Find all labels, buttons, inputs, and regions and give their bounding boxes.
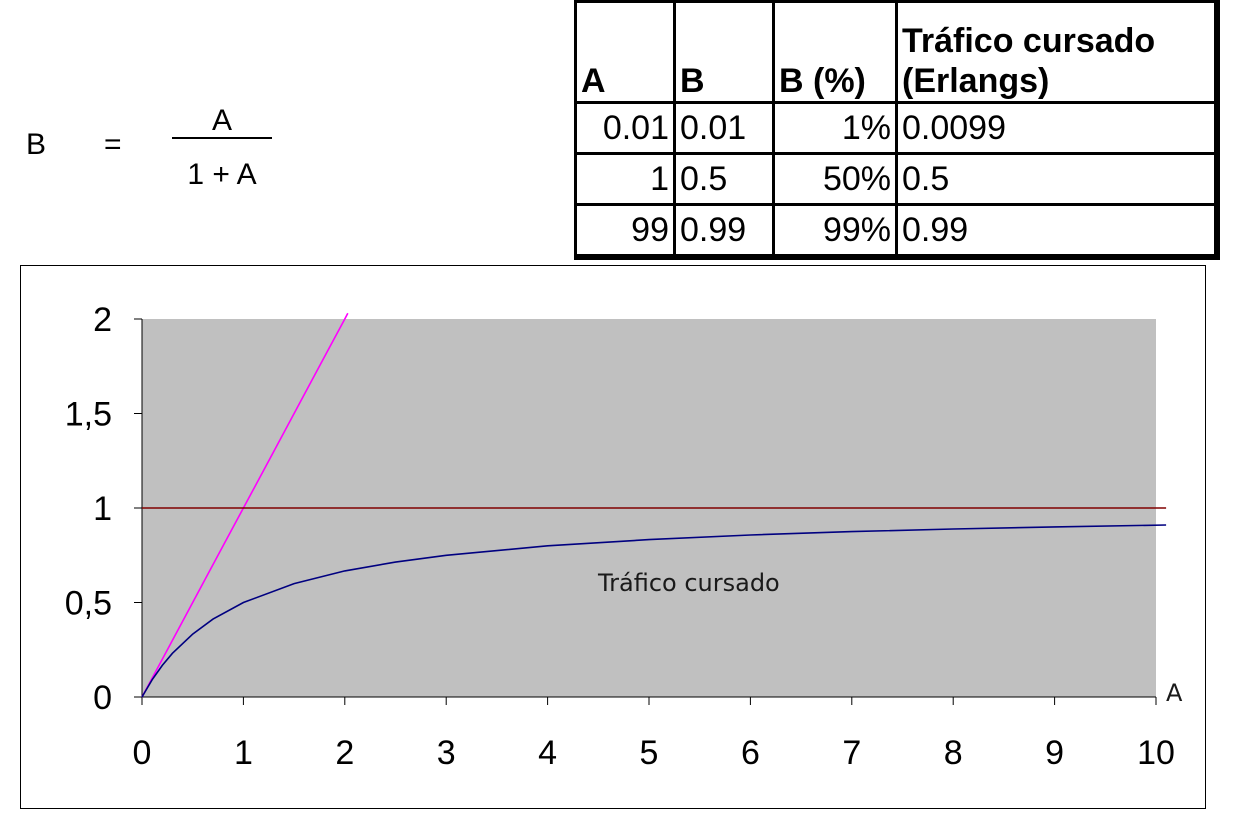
y-tick-label: 1,5 bbox=[65, 396, 112, 434]
x-tick-label: 10 bbox=[1137, 734, 1175, 772]
y-tick-label: 1 bbox=[93, 490, 112, 528]
header-b: B bbox=[673, 0, 775, 104]
x-tick-label: 3 bbox=[437, 734, 456, 772]
x-tick-label: 1 bbox=[234, 734, 253, 772]
cell-b-percent: 99% bbox=[772, 203, 898, 260]
header-trafico-line2: (Erlangs) bbox=[902, 61, 1050, 100]
formula-numerator: A bbox=[211, 104, 232, 137]
x-tick-label: 6 bbox=[741, 734, 760, 772]
header-a: A bbox=[574, 0, 676, 104]
cell-trafico: 0.5 bbox=[895, 152, 1220, 206]
annotation-trafico-cursado: Tráfico cursado bbox=[597, 569, 780, 597]
formula: B = A 1 + A bbox=[0, 0, 560, 260]
values-table: A B B (%) Tráfico cursado (Erlangs) 0.01… bbox=[574, 0, 1220, 260]
header-b-percent: B (%) bbox=[772, 0, 898, 104]
cell-b: 0.99 bbox=[673, 203, 775, 260]
series-line-2 bbox=[141, 524, 1167, 698]
fraction-bar bbox=[172, 137, 272, 139]
cell-a: 0.01 bbox=[574, 101, 676, 155]
formula-lhs: B bbox=[26, 128, 47, 161]
formula-equals: = bbox=[104, 128, 122, 161]
cell-a: 99 bbox=[574, 203, 676, 260]
header-trafico: Tráfico cursado (Erlangs) bbox=[895, 0, 1220, 104]
y-tick-label: 0,5 bbox=[65, 585, 112, 623]
table-header-row: A B B (%) Tráfico cursado (Erlangs) bbox=[574, 0, 1220, 104]
x-tick-label: 2 bbox=[335, 734, 354, 772]
cell-trafico: 0.0099 bbox=[895, 101, 1220, 155]
x-tick-label: 8 bbox=[944, 734, 963, 772]
cell-a: 1 bbox=[574, 152, 676, 206]
table-row: 1 0.5 50% 0.5 bbox=[574, 152, 1220, 206]
formula-denominator: 1 + A bbox=[187, 158, 257, 191]
cell-b: 0.01 bbox=[673, 101, 775, 155]
x-axis-label: A bbox=[1166, 679, 1183, 707]
table-row: 0.01 0.01 1% 0.0099 bbox=[574, 101, 1220, 155]
x-tick-label: 9 bbox=[1045, 734, 1064, 772]
series-line-0 bbox=[141, 312, 349, 698]
cell-trafico: 0.99 bbox=[895, 203, 1220, 260]
y-tick-label: 0 bbox=[93, 679, 112, 717]
table-row: 99 0.99 99% 0.99 bbox=[574, 203, 1220, 260]
cell-b: 0.5 bbox=[673, 152, 775, 206]
x-tick-label: 5 bbox=[640, 734, 659, 772]
x-tick-label: 4 bbox=[538, 734, 557, 772]
cell-b-percent: 1% bbox=[772, 101, 898, 155]
cell-b-percent: 50% bbox=[772, 152, 898, 206]
x-tick-label: 7 bbox=[842, 734, 861, 772]
y-tick-label: 2 bbox=[93, 301, 112, 339]
header-trafico-line1: Tráfico cursado bbox=[902, 21, 1156, 60]
x-tick-label: 0 bbox=[133, 734, 152, 772]
